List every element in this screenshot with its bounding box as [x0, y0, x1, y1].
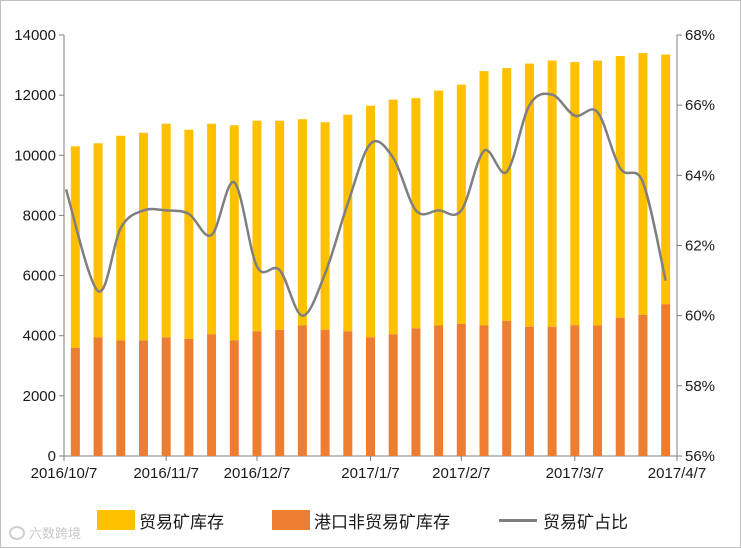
bar-trade-ore [207, 123, 217, 335]
y-right-tick-label: 66% [685, 97, 715, 114]
legend-swatch-trade-share [499, 518, 537, 522]
bar-non-trade-ore [411, 328, 421, 456]
line-trade-share [64, 92, 667, 317]
bar-non-trade-ore [343, 331, 353, 456]
bar-non-trade-ore [593, 325, 603, 456]
bar-non-trade-ore [456, 323, 466, 456]
bar-trade-ore [252, 120, 262, 332]
bar-non-trade-ore [275, 329, 285, 456]
y-left-tick-label: 8000 [23, 207, 56, 224]
bar-trade-ore [275, 120, 285, 330]
bar-non-trade-ore [93, 337, 103, 456]
bar-non-trade-ore [615, 317, 625, 456]
x-tick-label: 2017/3/7 [546, 465, 604, 482]
bar-trade-ore [343, 114, 353, 332]
bar-trade-ore [229, 125, 239, 341]
y-right-tick-label: 64% [685, 167, 715, 184]
bar-non-trade-ore [502, 320, 512, 456]
y-left-tick-label: 0 [48, 448, 56, 465]
bar-trade-ore [388, 99, 398, 335]
bar-non-trade-ore [161, 337, 171, 456]
watermark-text: 六数跨境 [29, 526, 82, 541]
bar-trade-ore [661, 54, 671, 305]
x-tick-label: 2017/4/7 [648, 465, 706, 482]
legend-item-trade-ore: 贸易矿库存 [97, 505, 224, 535]
bar-trade-ore [70, 146, 80, 348]
bar-trade-ore [479, 71, 489, 326]
legend-item-non-trade-ore: 港口非贸易矿库存 [272, 505, 450, 535]
bar-non-trade-ore [547, 326, 557, 456]
bar-trade-ore [320, 122, 330, 330]
bar-non-trade-ore [320, 329, 330, 456]
bar-trade-ore [524, 63, 534, 327]
bar-non-trade-ore [252, 331, 262, 456]
bar-trade-ore [366, 105, 375, 338]
bar-trade-ore [570, 62, 580, 326]
bar-trade-ore [547, 60, 557, 327]
y-left-tick-label: 4000 [23, 328, 56, 345]
y-right-tick-label: 62% [685, 238, 715, 255]
legend-label-non-trade-ore: 港口非贸易矿库存 [314, 512, 450, 532]
bar-non-trade-ore [184, 338, 194, 456]
y-left-tick-label: 2000 [23, 388, 56, 405]
bar-trade-ore [593, 60, 603, 326]
x-tick-label: 2016/11/7 [133, 465, 199, 482]
bar-non-trade-ore [138, 340, 148, 456]
bar-trade-ore [456, 84, 466, 324]
bar-trade-ore [434, 90, 444, 326]
x-tick-label: 2017/1/7 [341, 465, 399, 482]
bar-trade-ore [297, 119, 307, 326]
bar-trade-ore [93, 143, 103, 338]
bar-non-trade-ore [366, 337, 375, 456]
bar-non-trade-ore [229, 340, 239, 456]
bar-trade-ore [502, 68, 512, 321]
bar-non-trade-ore [638, 314, 648, 456]
legend-swatch-trade-ore [97, 510, 135, 530]
legend-label-trade-share: 贸易矿占比 [543, 512, 628, 532]
x-tick-label: 2016/10/7 [31, 465, 98, 482]
legend-swatch-non-trade-ore [272, 510, 310, 530]
legend-item-trade-share: 贸易矿占比 [499, 505, 628, 535]
bar-non-trade-ore [116, 340, 126, 456]
bar-non-trade-ore [524, 326, 534, 456]
y-right-tick-label: 58% [685, 378, 715, 395]
x-tick-label: 2016/12/7 [224, 465, 291, 482]
bar-non-trade-ore [388, 334, 398, 456]
legend: 贸易矿库存 港口非贸易矿库存 贸易矿占比 [1, 505, 740, 535]
bar-trade-ore [184, 129, 194, 339]
bar-trade-ore [138, 132, 148, 341]
y-right-tick-label: 56% [685, 448, 715, 465]
y-right-tick-label: 60% [685, 308, 715, 325]
bar-trade-ore [615, 56, 625, 318]
legend-label-trade-ore: 贸易矿库存 [139, 512, 224, 532]
y-left-tick-label: 12000 [14, 87, 56, 104]
bar-non-trade-ore [70, 347, 80, 456]
bar-non-trade-ore [661, 304, 671, 456]
y-left-tick-label: 6000 [23, 268, 56, 285]
watermark: 六数跨境 [9, 523, 81, 542]
x-tick-label: 2017/2/7 [432, 465, 490, 482]
bar-non-trade-ore [207, 334, 217, 456]
y-left-tick-label: 10000 [14, 147, 56, 164]
bar-non-trade-ore [297, 325, 307, 456]
bar-non-trade-ore [434, 325, 444, 456]
bar-non-trade-ore [570, 325, 580, 456]
bar-trade-ore [411, 98, 421, 329]
bar-trade-ore [116, 135, 126, 341]
chart-svg: 0 2000 4000 6000 8000 10000 12000 14000 56% 58% 60… [14, 27, 715, 482]
y-left-tick-label: 14000 [14, 27, 56, 44]
bar-trade-ore [161, 123, 171, 338]
y-right-tick-label: 68% [685, 27, 715, 44]
watermark-logo-icon [9, 525, 25, 540]
bar-non-trade-ore [479, 325, 489, 456]
